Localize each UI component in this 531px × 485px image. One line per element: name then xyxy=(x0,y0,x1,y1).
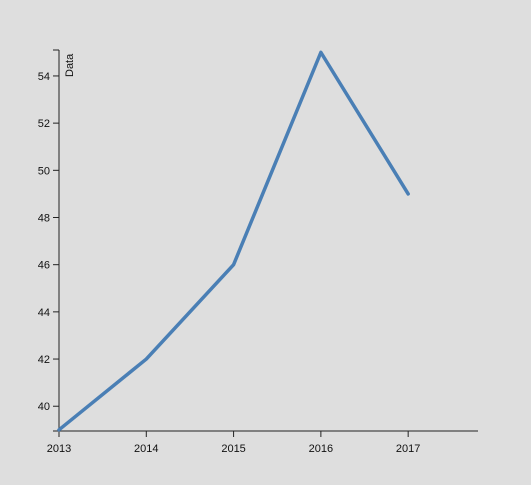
y-tick-label: 50 xyxy=(38,165,50,177)
data-point xyxy=(406,192,410,196)
y-tick-label: 48 xyxy=(38,212,50,224)
y-tick-label: 40 xyxy=(38,401,50,413)
x-tick-label: 2016 xyxy=(309,443,333,455)
data-point xyxy=(145,357,148,361)
y-tick-label: 44 xyxy=(38,307,50,319)
x-tick-label: 2015 xyxy=(221,443,245,455)
series-line xyxy=(57,50,410,432)
y-tick-label: 42 xyxy=(38,354,50,366)
y-tick-label: 52 xyxy=(38,118,50,130)
x-tick-label: 2013 xyxy=(47,443,71,455)
x-axis: 2013 2014 2015 2016 2017 xyxy=(47,430,478,455)
data-point xyxy=(319,51,323,54)
x-tick-label: 2014 xyxy=(134,443,158,455)
y-tick-label: 54 xyxy=(38,71,50,83)
y-axis: 40 42 44 46 48 50 52 54 xyxy=(38,49,60,432)
data-point xyxy=(232,263,235,266)
y-axis-title: Data xyxy=(64,53,76,77)
data-point xyxy=(57,428,61,432)
x-tick-label: 2017 xyxy=(396,443,420,455)
y-tick-label: 46 xyxy=(38,260,50,272)
series-group xyxy=(57,50,410,432)
